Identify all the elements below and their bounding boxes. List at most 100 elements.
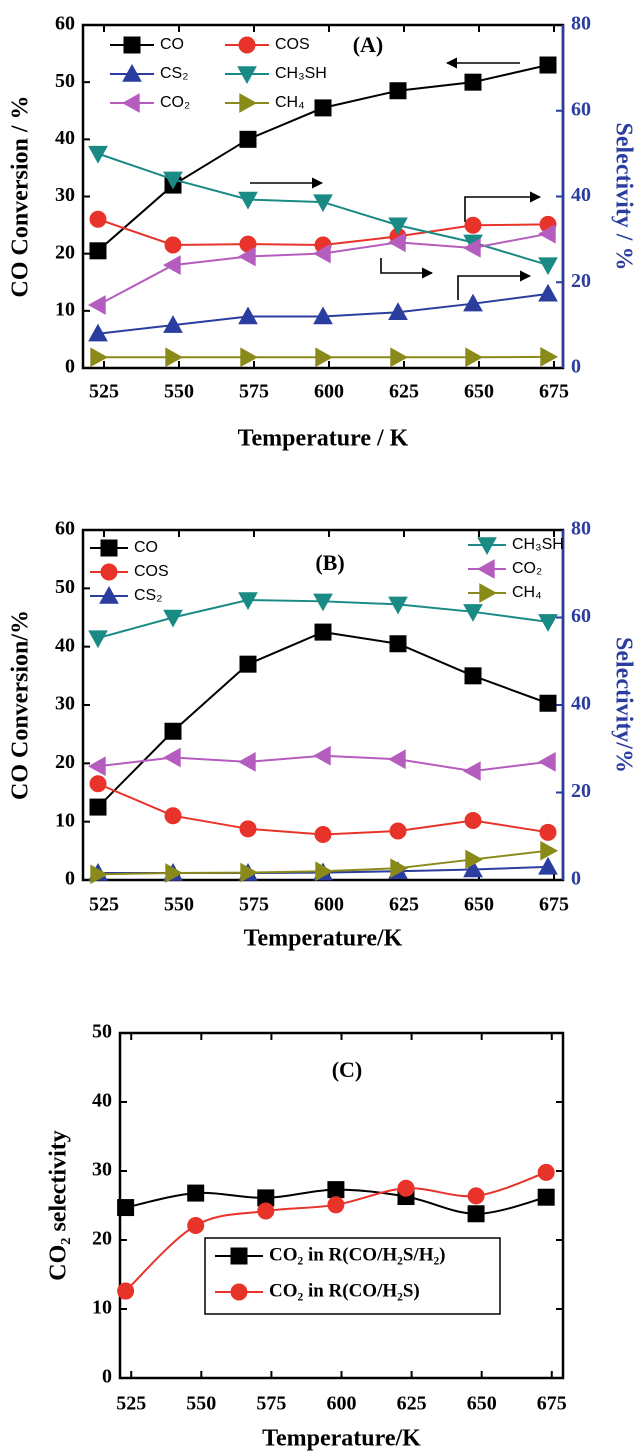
marker [163, 315, 183, 333]
marker [463, 293, 483, 312]
marker [187, 1217, 205, 1235]
marker [89, 798, 107, 816]
marker [165, 347, 184, 368]
marker [539, 56, 557, 74]
y2-tick-label: 0 [571, 868, 581, 890]
series-line [97, 631, 549, 808]
marker [163, 171, 183, 190]
x-tick-label: 550 [164, 894, 194, 916]
marker [237, 66, 257, 85]
marker [164, 722, 182, 740]
marker [537, 752, 556, 772]
arrow [457, 270, 532, 300]
panel: 525 550 575 600 625 650 675 0 10 20 30 40 50 Temperat… [46, 1021, 567, 1452]
legend-label: CH₃SH [512, 536, 564, 553]
marker [89, 242, 107, 260]
marker [88, 323, 108, 342]
marker [238, 306, 258, 325]
marker [239, 130, 257, 148]
x-tick-label: 525 [116, 1393, 146, 1415]
y-tick-label: 10 [55, 809, 75, 831]
x-tick-label: 575 [256, 1393, 286, 1415]
legend-label: CH₃SH [275, 65, 327, 82]
x-tick-label: 650 [464, 381, 494, 403]
marker [230, 1283, 248, 1301]
y-tick-label: 30 [92, 1159, 112, 1181]
y-tick-label: 50 [92, 1021, 112, 1043]
marker [165, 863, 184, 883]
marker [464, 73, 482, 91]
marker [117, 1282, 135, 1300]
x-axis-title: Temperature/K [262, 1426, 421, 1452]
marker [538, 614, 558, 632]
y-tick-label: 40 [55, 634, 75, 656]
marker [122, 63, 142, 82]
y-axis-title: CO₂ selectivity [46, 1130, 72, 1280]
x-tick-label: 650 [467, 1393, 497, 1415]
y2-tick-label: 60 [571, 98, 591, 120]
legend-label: COS [275, 36, 310, 53]
marker [467, 1205, 485, 1223]
y-tick-label: 20 [55, 751, 75, 773]
marker [117, 1199, 135, 1217]
marker [390, 858, 409, 879]
x-tick-label: 550 [164, 381, 194, 403]
marker [237, 752, 256, 772]
x-tick-label: 600 [314, 894, 344, 916]
marker [87, 756, 106, 777]
marker [162, 255, 181, 275]
marker [230, 1247, 248, 1265]
legend-label: CO₂ in R(CO/H₂S/H₂) [269, 1244, 446, 1265]
marker [389, 822, 407, 840]
marker [464, 812, 482, 829]
marker [538, 257, 558, 276]
marker [389, 82, 407, 100]
marker [538, 283, 558, 302]
y-tick-label: 60 [55, 13, 75, 35]
y-tick-label: 30 [55, 184, 75, 206]
marker [312, 243, 331, 264]
marker [315, 861, 334, 882]
y2-tick-label: 40 [571, 693, 591, 715]
annotation: (B) [315, 550, 344, 575]
marker [100, 539, 118, 557]
legend-label: COS [134, 563, 169, 580]
x-tick-label: 575 [239, 381, 269, 403]
marker [90, 347, 109, 368]
marker [467, 1187, 485, 1205]
x-tick-label: 675 [537, 1393, 567, 1415]
marker [164, 807, 182, 825]
marker [397, 1179, 415, 1197]
y-tick-label: 20 [92, 1228, 112, 1250]
x-tick-label: 675 [539, 381, 569, 403]
x-tick-label: 525 [89, 894, 119, 916]
y-tick-label: 40 [92, 1090, 112, 1112]
marker [121, 93, 140, 113]
marker [312, 745, 331, 766]
marker [257, 1202, 275, 1220]
x-tick-label: 550 [186, 1393, 216, 1415]
x-tick-label: 625 [397, 1393, 427, 1415]
marker [390, 347, 409, 368]
marker [537, 223, 556, 244]
marker [388, 596, 408, 615]
marker [479, 583, 498, 603]
y-tick-label: 50 [55, 70, 75, 92]
marker [462, 761, 481, 781]
y2-tick-label: 0 [571, 356, 581, 378]
x-tick-label: 675 [539, 894, 569, 916]
marker [100, 563, 118, 581]
marker [462, 238, 481, 258]
y-tick-label: 50 [55, 576, 75, 598]
y-tick-label: 60 [55, 518, 75, 540]
marker [463, 604, 483, 622]
arrow [380, 258, 434, 279]
arrows [250, 57, 542, 300]
x-tick-label: 625 [389, 381, 419, 403]
marker [99, 585, 119, 604]
y2-axis-title: Selectivity / % [610, 123, 636, 271]
y2-tick-label: 20 [571, 780, 591, 802]
marker [238, 191, 258, 210]
marker [163, 609, 183, 628]
marker [538, 856, 558, 875]
